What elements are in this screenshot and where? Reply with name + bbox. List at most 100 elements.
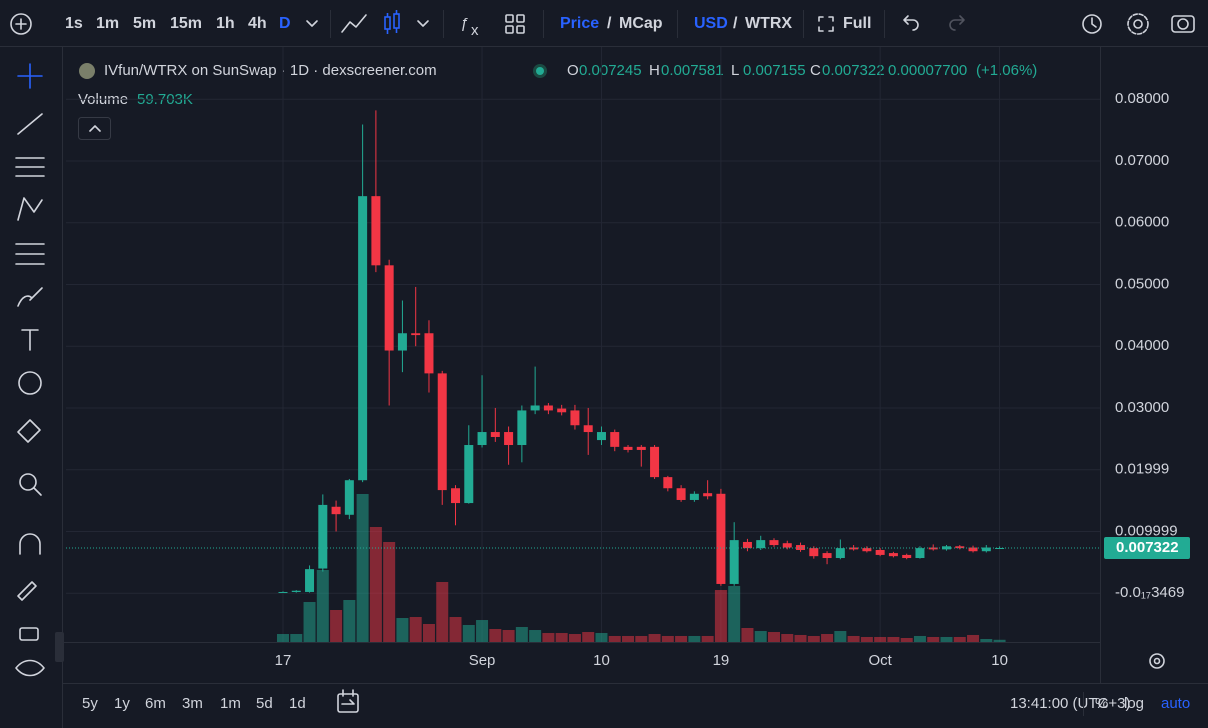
volume-bar bbox=[582, 632, 595, 642]
ohlc-key: C bbox=[810, 62, 821, 79]
fullscreen-button[interactable]: Full bbox=[843, 15, 871, 32]
candle-body bbox=[397, 333, 407, 351]
goto-date-icon[interactable] bbox=[337, 689, 359, 713]
candle-body bbox=[318, 504, 328, 569]
projection-tool[interactable] bbox=[15, 243, 45, 265]
measure-tool[interactable] bbox=[17, 419, 41, 443]
volume-bar bbox=[993, 639, 1006, 642]
range-button[interactable]: 3m bbox=[182, 695, 203, 712]
alert-icon[interactable] bbox=[1082, 14, 1102, 34]
redo-button[interactable] bbox=[949, 15, 965, 31]
range-button[interactable]: 1d bbox=[289, 695, 306, 712]
percent-toggle[interactable]: % bbox=[1095, 695, 1108, 712]
lock-drawing-tool[interactable] bbox=[17, 581, 37, 601]
y-tick-label: 0.07000 bbox=[1115, 152, 1169, 169]
candle-body bbox=[835, 548, 845, 559]
interval-button[interactable]: 15m bbox=[170, 15, 202, 32]
interval-button[interactable]: 1m bbox=[96, 15, 119, 32]
candle-body bbox=[596, 432, 606, 441]
text-tool[interactable] bbox=[21, 329, 39, 351]
fullscreen-icon[interactable] bbox=[818, 16, 834, 32]
collapse-legend-icon bbox=[89, 125, 101, 132]
candle-chart-icon[interactable] bbox=[384, 10, 400, 34]
range-button[interactable]: 1y bbox=[114, 695, 130, 712]
volume-bar bbox=[330, 609, 343, 642]
icon-tool[interactable] bbox=[18, 371, 42, 395]
zoom-tool[interactable] bbox=[19, 473, 37, 491]
interval-button[interactable]: 1h bbox=[216, 15, 235, 32]
candle-body bbox=[809, 548, 819, 557]
change-value: 0.00007700 bbox=[888, 62, 967, 79]
sidebar-collapse[interactable] bbox=[55, 632, 64, 662]
candle-body bbox=[358, 196, 368, 481]
hide-tool[interactable] bbox=[15, 659, 45, 677]
last-price-tag bbox=[1104, 537, 1190, 560]
wtrx-toggle[interactable]: WTRX bbox=[745, 15, 792, 32]
token-icon bbox=[79, 63, 95, 79]
candle-body bbox=[650, 446, 660, 478]
log-toggle[interactable]: log bbox=[1124, 695, 1144, 712]
ohlc-key: O bbox=[567, 62, 579, 79]
time-axis-settings[interactable] bbox=[1149, 653, 1165, 669]
settings-icon[interactable] bbox=[1127, 13, 1149, 35]
candle-body bbox=[570, 410, 580, 426]
candle-body bbox=[756, 540, 766, 549]
magnet-tool[interactable] bbox=[19, 533, 41, 555]
interval-button[interactable]: 1s bbox=[65, 15, 83, 32]
indicators-icon[interactable]: ƒ bbox=[460, 15, 468, 32]
layout-icon[interactable] bbox=[505, 14, 525, 34]
candle-body bbox=[477, 432, 487, 446]
volume-bar bbox=[622, 635, 635, 642]
y-tick-label: 0.01999 bbox=[1115, 461, 1169, 478]
volume-bar bbox=[595, 633, 608, 642]
candle-body bbox=[676, 488, 686, 500]
candle-body bbox=[769, 540, 779, 546]
volume-bar bbox=[502, 630, 515, 642]
brush-tool[interactable] bbox=[17, 287, 43, 307]
drawing-tools bbox=[15, 63, 45, 677]
range-button[interactable]: 5y bbox=[82, 695, 98, 712]
trend-line-tool[interactable] bbox=[17, 113, 43, 135]
interval-button[interactable]: 5m bbox=[133, 15, 156, 32]
candle-body bbox=[278, 591, 288, 593]
undo-button[interactable] bbox=[903, 15, 919, 31]
volume-bar bbox=[794, 634, 807, 642]
interval-button[interactable]: 4h bbox=[248, 15, 267, 32]
auto-toggle[interactable]: auto bbox=[1161, 695, 1190, 712]
candle-body bbox=[888, 553, 898, 557]
pattern-tool[interactable] bbox=[17, 197, 43, 221]
usd-toggle[interactable]: USD bbox=[694, 15, 728, 32]
candle-body bbox=[291, 590, 301, 592]
volume-bar bbox=[476, 620, 489, 642]
range-group: 5y 1y 6m 3m 1m 5d 1d bbox=[82, 695, 306, 712]
range-button[interactable]: 6m bbox=[145, 695, 166, 712]
range-button[interactable]: 5d bbox=[256, 695, 273, 712]
volume-bar bbox=[635, 635, 648, 642]
interval-dropdown[interactable] bbox=[306, 20, 318, 27]
range-button[interactable]: 1m bbox=[220, 695, 241, 712]
volume-bar bbox=[303, 602, 316, 642]
interval-button[interactable]: D bbox=[279, 15, 291, 32]
status-dot bbox=[536, 67, 544, 75]
volume-bar bbox=[714, 590, 727, 642]
crosshair-tool[interactable] bbox=[17, 63, 43, 89]
price-toggle[interactable]: Price bbox=[560, 15, 599, 32]
fib-tool[interactable] bbox=[15, 157, 45, 177]
volume-bar bbox=[874, 636, 887, 642]
candle-body bbox=[543, 405, 553, 411]
volume-bar bbox=[396, 618, 409, 642]
mcap-toggle[interactable]: MCap bbox=[619, 15, 663, 32]
lock-tool[interactable] bbox=[19, 627, 39, 641]
candle-body bbox=[583, 425, 593, 433]
volume-bar bbox=[927, 636, 940, 642]
screenshot-icon[interactable] bbox=[1171, 15, 1195, 33]
volume-bar bbox=[887, 636, 900, 642]
plot-area: 17 Sep 10 19 Oct 10 0.08000 0.07000 0.06000 0.050… bbox=[66, 47, 1190, 669]
add-symbol-button[interactable] bbox=[10, 13, 32, 35]
collapse-legend-button[interactable] bbox=[78, 117, 111, 140]
line-chart-icon[interactable] bbox=[341, 14, 367, 33]
chart-type-dropdown[interactable] bbox=[417, 20, 429, 27]
candle-body bbox=[689, 493, 699, 500]
volume-bar bbox=[754, 631, 767, 642]
interval-group: 1s 1m 5m 15m 1h 4h D bbox=[65, 15, 291, 32]
